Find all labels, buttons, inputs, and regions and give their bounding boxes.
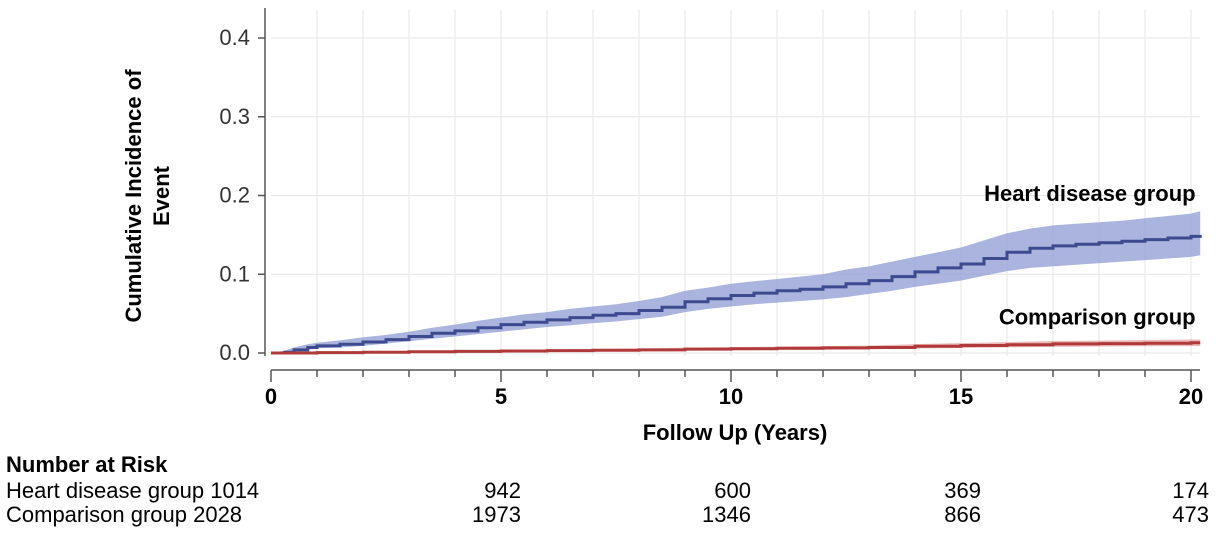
y-tick-label: 0.0 — [219, 340, 250, 365]
risk-count: 369 — [944, 478, 981, 503]
x-tick-label: 0 — [265, 384, 277, 409]
confidence-band-heart-disease — [271, 211, 1201, 353]
y-tick-label: 0.4 — [219, 25, 250, 50]
x-tick-label: 5 — [495, 384, 507, 409]
risk-row-label: Comparison group 2028 — [6, 502, 243, 527]
risk-count: 473 — [1172, 502, 1209, 527]
risk-count: 942 — [484, 478, 521, 503]
x-axis-label: Follow Up (Years) — [643, 420, 828, 445]
risk-count: 600 — [714, 478, 751, 503]
y-axis-label-line2: Event — [149, 165, 174, 226]
annotation-heart-disease-group: Heart disease group — [984, 181, 1196, 206]
confidence-bands — [271, 211, 1201, 353]
series-line-heart-disease — [271, 234, 1202, 355]
y-tick-label: 0.2 — [219, 183, 250, 208]
risk-count: 1973 — [472, 502, 521, 527]
risk-count: 1346 — [702, 502, 751, 527]
series-line-comparison — [271, 341, 1201, 355]
risk-count: 174 — [1172, 478, 1209, 503]
risk-count: 866 — [944, 502, 981, 527]
y-axis-label-line1: Cumulative Incidence of — [121, 69, 146, 323]
risk-table-title: Number at Risk — [6, 452, 168, 477]
risk-row-label: Heart disease group 1014 — [6, 478, 260, 503]
axes: 0.0 0.1 0.2 0.3 0.4 0 5 10 15 20 — [219, 8, 1203, 409]
annotations: Heart disease group Comparison group — [984, 181, 1196, 330]
annotation-comparison-group: Comparison group — [999, 305, 1196, 330]
x-tick-label: 10 — [719, 384, 743, 409]
risk-row-comparison: Comparison group 2028 1973 1346 866 473 — [0, 502, 1225, 530]
y-tick-label: 0.1 — [219, 261, 250, 286]
grid — [271, 10, 1200, 356]
risk-row-heart-disease: Heart disease group 1014 942 600 369 174 — [0, 478, 1225, 506]
y-tick-label: 0.3 — [219, 104, 250, 129]
incidence-chart: 0.0 0.1 0.2 0.3 0.4 0 5 10 15 20 Cumulative Incid… — [121, 8, 1203, 445]
confidence-band-comparison — [271, 339, 1201, 353]
series-lines — [271, 234, 1202, 355]
x-tick-label: 15 — [949, 384, 973, 409]
x-tick-label: 20 — [1179, 384, 1203, 409]
